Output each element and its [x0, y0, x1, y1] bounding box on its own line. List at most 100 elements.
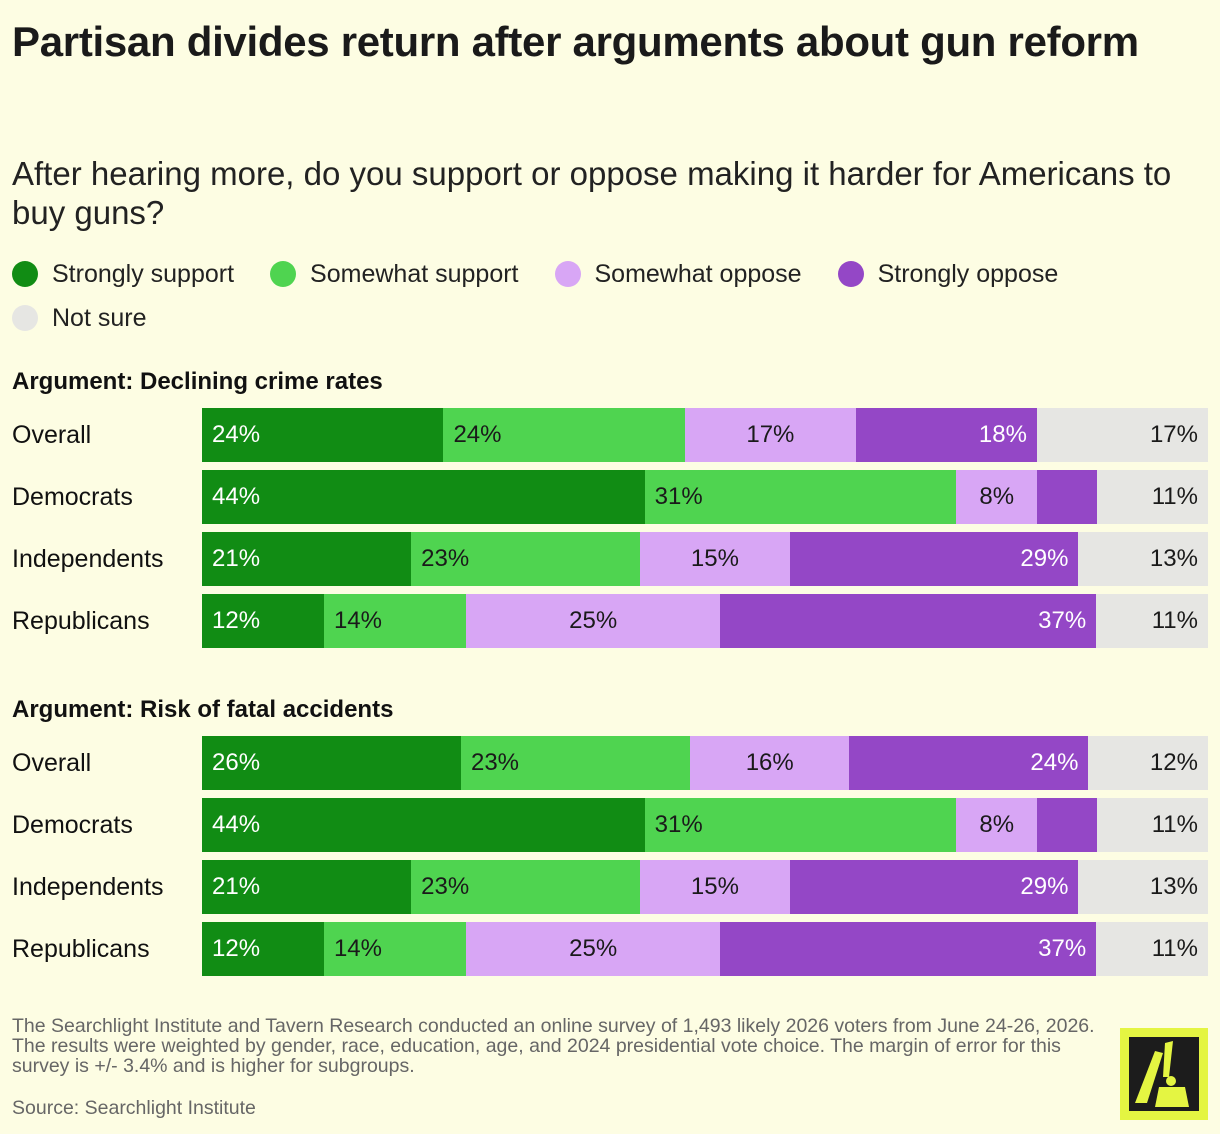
data-label: 12%: [212, 607, 261, 634]
data-label: 44%: [212, 483, 261, 510]
data-label: 21%: [212, 545, 261, 572]
row-label: Independents: [12, 545, 164, 573]
data-label: 12%: [212, 935, 261, 962]
bar-segment: 25%: [466, 922, 721, 976]
data-label: 23%: [421, 545, 470, 572]
bar-segment: 29%: [789, 860, 1079, 914]
source-note: Source: Searchlight Institute: [12, 1097, 256, 1119]
bar-segment: 37%: [720, 594, 1097, 648]
bar-segment: 21%: [202, 532, 412, 586]
legend-item: Not sure: [12, 304, 146, 332]
legend-label: Strongly oppose: [877, 260, 1059, 288]
bar-segment: 15%: [640, 532, 790, 586]
bar-segment: 24%: [202, 408, 444, 462]
data-label: 11%: [1151, 607, 1198, 634]
bar-segment: 26%: [202, 736, 461, 790]
data-label: 17%: [746, 421, 795, 448]
data-label: 37%: [1038, 607, 1087, 634]
legend-swatch: [12, 261, 38, 287]
row-label: Republicans: [12, 935, 150, 963]
bar-segment: 8%: [956, 470, 1037, 524]
data-label: 13%: [1149, 545, 1198, 572]
bar-segment: 24%: [849, 736, 1089, 790]
legend-item: Strongly oppose: [837, 260, 1059, 288]
data-label: 17%: [1149, 421, 1198, 448]
data-label: 23%: [421, 873, 470, 900]
legend-label: Somewhat support: [310, 260, 519, 288]
stacked-bar: 26% 23% 16% 24% 12%: [202, 736, 1208, 790]
legend-item: Somewhat support: [270, 260, 519, 288]
bar-segment: 14%: [323, 594, 467, 648]
stacked-bar: 44% 31% 8% 11%: [202, 470, 1208, 524]
data-label: 44%: [212, 811, 261, 838]
row-label: Overall: [12, 421, 92, 449]
legend: Strongly support Somewhat support Somewhat…: [12, 252, 1132, 340]
data-label: 11%: [1151, 483, 1198, 510]
data-label: 13%: [1149, 873, 1198, 900]
legend-label: Somewhat oppose: [594, 260, 802, 288]
legend-item: Strongly support: [12, 260, 234, 288]
group-title: Argument: Declining crime rates: [12, 368, 383, 395]
data-label: 16%: [745, 749, 794, 776]
data-label: 29%: [1020, 873, 1069, 900]
legend-swatch: [554, 261, 581, 287]
searchlight-logo-icon: [1120, 1028, 1208, 1120]
data-label: 8%: [979, 811, 1015, 838]
bar-segment: 44%: [202, 470, 645, 524]
bar-segment: 21%: [202, 860, 412, 914]
bar-segment: 15%: [640, 860, 790, 914]
row-label: Republicans: [12, 607, 150, 635]
bar-segment: 23%: [411, 532, 641, 586]
bar-segment: 16%: [690, 736, 850, 790]
stacked-bar: 21% 23% 15% 29% 13%: [202, 532, 1208, 586]
data-label: 25%: [569, 607, 618, 634]
stacked-bar: 12% 14% 25% 37% 11%: [202, 594, 1208, 648]
bar-segment: 12%: [202, 594, 324, 648]
footnote: The Searchlight Institute and Tavern Res…: [12, 1015, 1095, 1077]
data-label: 15%: [690, 545, 739, 572]
bar-segment: 44%: [202, 798, 645, 852]
bar-segment: 14%: [323, 922, 467, 976]
stacked-bar: 12% 14% 25% 37% 11%: [202, 922, 1208, 976]
bar-segment: 29%: [789, 532, 1079, 586]
data-label: 14%: [333, 935, 382, 962]
legend-item: Somewhat oppose: [554, 260, 802, 288]
stacked-bar: 44% 31% 8% 11%: [202, 798, 1208, 852]
row-label: Independents: [12, 873, 164, 901]
bar-segment: 13%: [1078, 860, 1208, 914]
bar-segment: 8%: [956, 798, 1037, 852]
bar-segment: 11%: [1097, 470, 1208, 524]
data-label: 24%: [453, 421, 502, 448]
data-label: 8%: [979, 483, 1015, 510]
data-label: 11%: [1151, 811, 1198, 838]
data-label: 15%: [690, 873, 739, 900]
bar-segment: 13%: [1078, 532, 1208, 586]
stacked-bar: 21% 23% 15% 29% 13%: [202, 860, 1208, 914]
group-title: Argument: Risk of fatal accidents: [12, 696, 394, 723]
data-label: 31%: [654, 811, 703, 838]
bar-segment: 17%: [1036, 408, 1208, 462]
bar-segment: 17%: [684, 408, 856, 462]
data-label: 24%: [1030, 749, 1079, 776]
legend-swatch: [270, 261, 297, 287]
bar-segment: 11%: [1097, 798, 1208, 852]
bar-segment: 31%: [644, 470, 957, 524]
bar-segment: 31%: [644, 798, 957, 852]
data-label: 31%: [654, 483, 703, 510]
legend-swatch: [837, 261, 864, 287]
data-label: 14%: [333, 607, 382, 634]
chart-subtitle: After hearing more, do you support or op…: [12, 155, 1172, 231]
legend-label: Not sure: [52, 304, 147, 332]
data-label: 21%: [212, 873, 261, 900]
legend-swatch: [12, 305, 38, 331]
bar-segment: 11%: [1096, 594, 1208, 648]
bar-segment: 12%: [1088, 736, 1208, 790]
stacked-bar: 24% 24% 17% 18% 17%: [202, 408, 1208, 462]
bar-segment: 12%: [202, 922, 324, 976]
bar-segment: [1036, 798, 1098, 852]
bar-segment: 37%: [720, 922, 1097, 976]
data-label: 26%: [212, 749, 261, 776]
bar-segment: 18%: [855, 408, 1037, 462]
chart-title: Partisan divides return after arguments …: [12, 18, 1139, 65]
row-label: Democrats: [12, 483, 133, 511]
